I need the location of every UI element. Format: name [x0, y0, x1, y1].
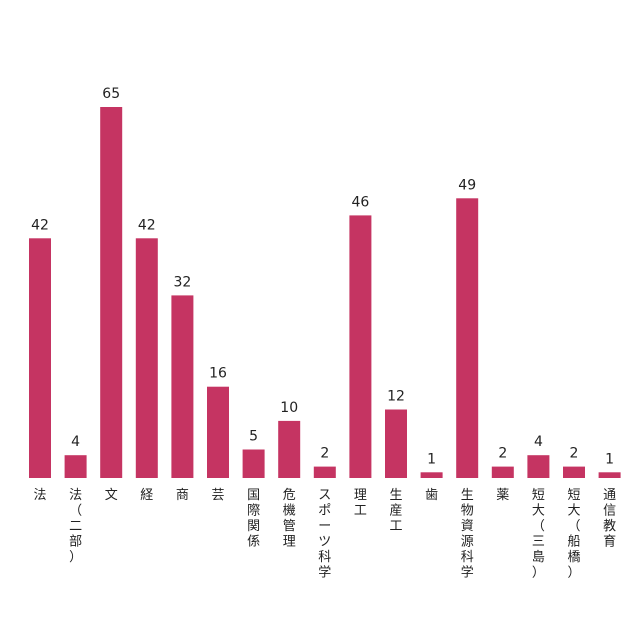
bar-0 — [29, 238, 51, 478]
bars-layer — [29, 107, 621, 479]
category-label-11: 歯 — [425, 488, 438, 503]
value-label-14: 4 — [534, 434, 543, 450]
bar-5 — [207, 386, 229, 478]
value-label-10: 12 — [387, 389, 405, 405]
bar-1 — [64, 455, 87, 478]
value-label-5: 16 — [209, 366, 227, 382]
value-label-0: 42 — [31, 217, 49, 233]
value-label-9: 46 — [351, 194, 369, 210]
category-label-10: 生産工 — [389, 488, 402, 534]
category-labels-layer: 法 法（二部） 文 経 商 芸 国際関係 危機管理 スポーツ科学 理工 生産工 歯 生物資源科学 薬 短大（… — [33, 487, 616, 581]
value-label-16: 1 — [605, 451, 614, 467]
category-label-2: 文 — [105, 488, 118, 503]
value-label-7: 10 — [280, 400, 298, 416]
category-label-1: 法（二部） — [69, 488, 82, 565]
value-label-4: 32 — [173, 274, 191, 290]
bar-13 — [491, 466, 514, 478]
value-label-2: 65 — [102, 86, 120, 102]
category-label-14: 短大（三島） — [532, 488, 545, 581]
value-label-1: 4 — [71, 434, 80, 450]
bar-8 — [313, 466, 336, 478]
value-label-8: 2 — [320, 446, 329, 462]
category-label-7: 危機管理 — [283, 488, 296, 550]
category-label-5: 芸 — [211, 487, 224, 503]
bar-15 — [563, 466, 585, 478]
category-label-15: 短大（船橋） — [567, 488, 580, 581]
category-label-6: 国際関係 — [247, 488, 260, 550]
bar-3 — [135, 238, 158, 478]
bar-7 — [278, 420, 301, 478]
bar-6 — [242, 449, 265, 478]
value-label-15: 2 — [570, 446, 579, 462]
bar-10 — [385, 409, 407, 478]
category-label-12: 生物資源科学 — [461, 488, 474, 581]
bar-9 — [349, 215, 372, 478]
value-label-13: 2 — [498, 446, 507, 462]
bar-14 — [527, 455, 550, 478]
bar-4 — [171, 295, 194, 478]
category-label-16: 通信教育 — [603, 488, 616, 550]
bar-12 — [456, 198, 479, 479]
value-label-3: 42 — [138, 217, 156, 233]
category-label-9: 理工 — [354, 488, 367, 519]
bar-2 — [100, 107, 123, 478]
value-label-12: 49 — [458, 177, 476, 193]
category-label-0: 法 — [33, 488, 46, 503]
category-label-3: 経 — [140, 488, 153, 503]
bar-11 — [420, 472, 443, 478]
category-label-4: 商 — [176, 488, 189, 503]
category-label-8: スポーツ科学 — [318, 488, 331, 581]
value-label-6: 5 — [249, 429, 258, 445]
bar-16 — [598, 472, 621, 478]
value-label-11: 1 — [427, 451, 436, 467]
category-label-13: 薬 — [496, 488, 509, 503]
